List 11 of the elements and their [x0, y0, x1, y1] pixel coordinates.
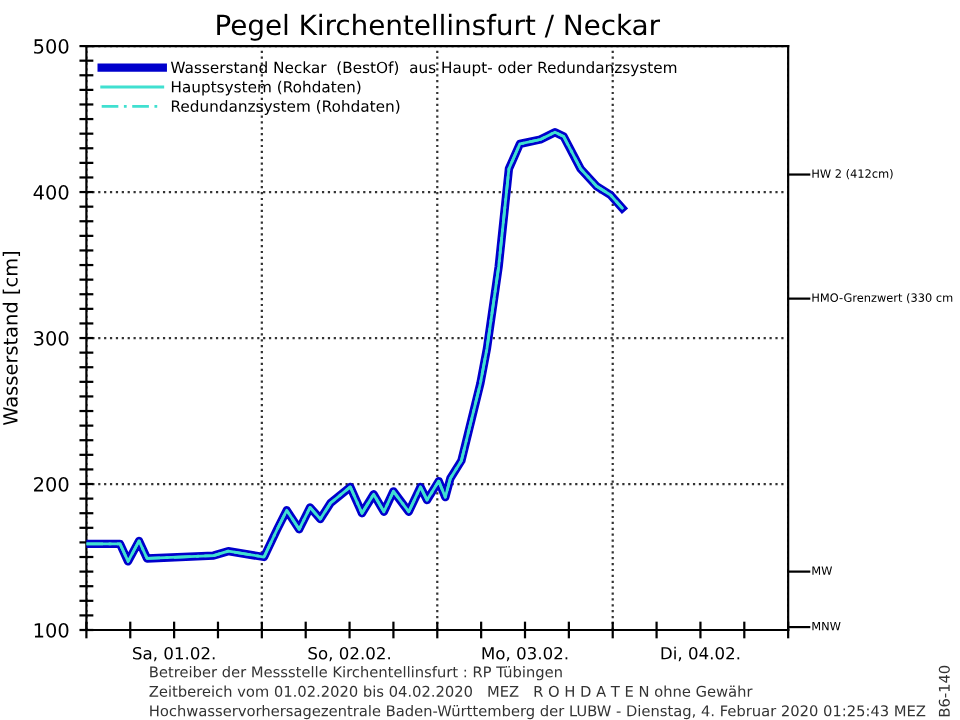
y-tick-label: 400: [33, 185, 69, 200]
x-tick-label: Sa, 01.02.: [133, 646, 215, 662]
y-axis-title: Wasserstand [cm]: [2, 251, 21, 426]
y-tick-label: 300: [34, 331, 69, 346]
y-tick-label: 200: [34, 476, 69, 492]
x-tick-label: So, 02.02.: [308, 646, 390, 662]
x-tick-label: Mo, 03.02.: [482, 646, 568, 662]
y-tick-label: 100: [34, 622, 69, 638]
y-tick-label: 500: [34, 39, 69, 54]
x-tick-label: Di, 04.02.: [661, 646, 740, 662]
chart-title: Pegel Kirchentellinsfurt / Neckar: [217, 13, 661, 41]
